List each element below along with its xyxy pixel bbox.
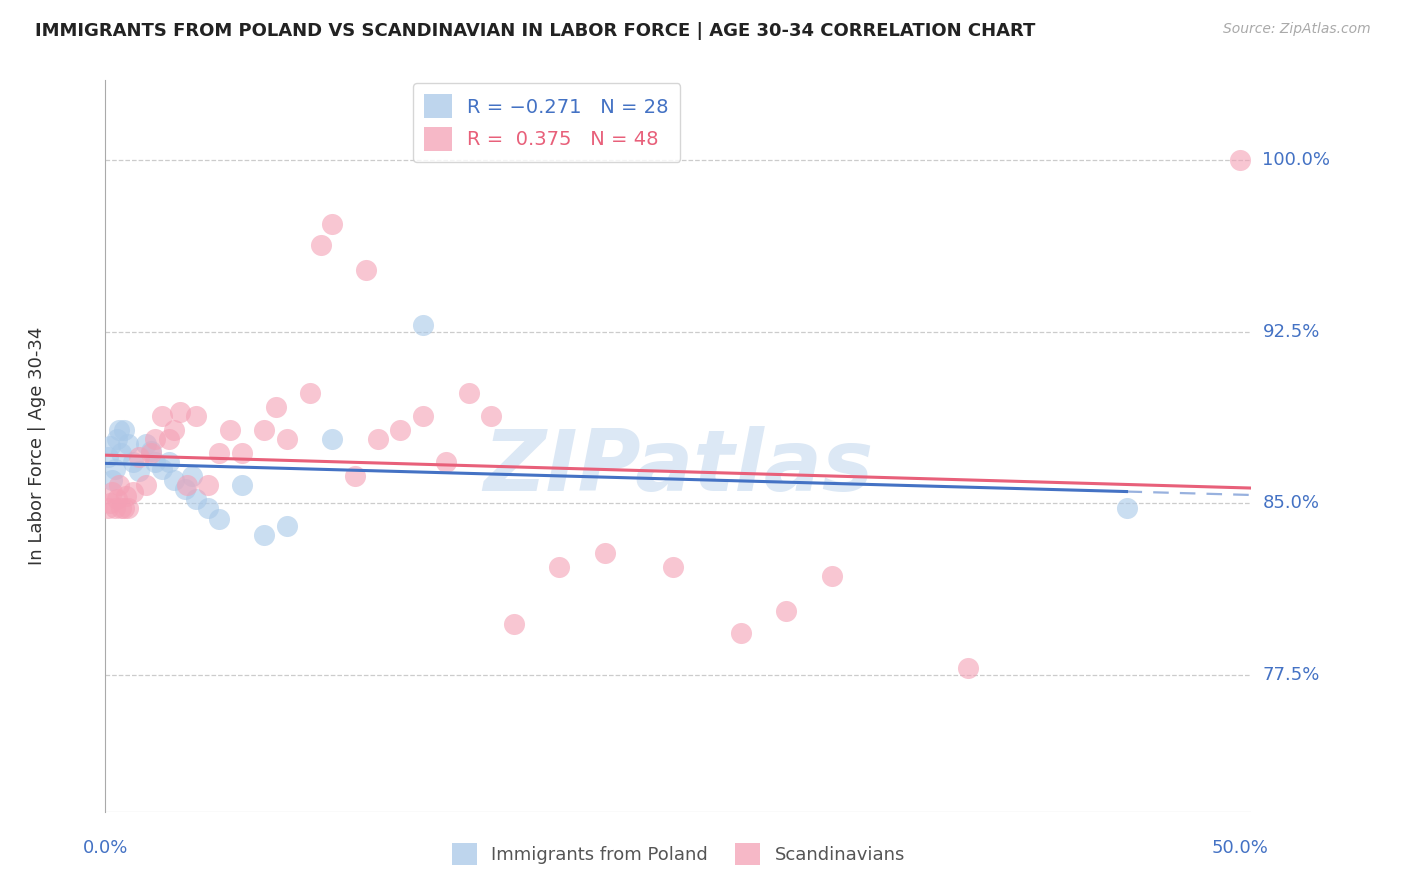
Point	[548, 560, 571, 574]
Text: 0.0%: 0.0%	[83, 839, 128, 857]
Point	[253, 423, 276, 437]
Point	[661, 560, 683, 574]
Text: 85.0%: 85.0%	[1263, 494, 1319, 512]
Point	[208, 446, 231, 460]
Point	[412, 318, 434, 332]
Point	[412, 409, 434, 424]
Point	[219, 423, 242, 437]
Point	[176, 478, 198, 492]
Point	[197, 478, 219, 492]
Point	[108, 478, 131, 492]
Point	[231, 446, 253, 460]
Point	[105, 432, 128, 446]
Point	[367, 432, 389, 446]
Point	[344, 468, 367, 483]
Point	[253, 528, 276, 542]
Point	[321, 432, 343, 446]
Point	[775, 603, 797, 617]
Point	[110, 500, 132, 515]
Point	[820, 569, 842, 583]
Text: In Labor Force | Age 30-34: In Labor Force | Age 30-34	[28, 326, 46, 566]
Point	[309, 238, 332, 252]
Text: 50.0%: 50.0%	[1212, 839, 1268, 857]
Point	[150, 462, 173, 476]
Point	[298, 386, 321, 401]
Point	[108, 423, 131, 437]
Point	[1229, 153, 1251, 168]
Point	[208, 512, 231, 526]
Point	[389, 423, 412, 437]
Text: 100.0%: 100.0%	[1263, 152, 1330, 169]
Point	[321, 217, 343, 231]
Point	[276, 519, 298, 533]
Point	[356, 263, 378, 277]
Legend: Immigrants from Poland, Scandinavians: Immigrants from Poland, Scandinavians	[444, 836, 912, 872]
Point	[121, 455, 143, 469]
Point	[117, 500, 139, 515]
Point	[593, 546, 616, 560]
Point	[276, 432, 298, 446]
Point	[173, 483, 195, 497]
Point	[502, 617, 524, 632]
Point	[956, 661, 979, 675]
Point	[157, 455, 180, 469]
Point	[98, 439, 121, 453]
Point	[135, 478, 157, 492]
Point	[197, 500, 219, 515]
Point	[103, 462, 125, 476]
Point	[112, 500, 135, 515]
Point	[101, 473, 124, 487]
Point	[105, 491, 128, 506]
Point	[112, 423, 135, 437]
Point	[128, 464, 150, 478]
Point	[162, 423, 184, 437]
Point	[186, 409, 208, 424]
Point	[139, 446, 162, 460]
Point	[457, 386, 479, 401]
Point	[162, 473, 184, 487]
Point	[264, 400, 287, 414]
Point	[101, 484, 124, 499]
Point	[139, 443, 162, 458]
Text: 92.5%: 92.5%	[1263, 323, 1320, 341]
Point	[150, 409, 173, 424]
Point	[730, 626, 752, 640]
Point	[115, 489, 138, 503]
Point	[110, 446, 132, 460]
Point	[479, 409, 502, 424]
Point	[186, 491, 208, 506]
Point	[97, 450, 120, 465]
Point	[97, 500, 120, 515]
Text: ZIPatlas: ZIPatlas	[484, 426, 873, 509]
Text: IMMIGRANTS FROM POLAND VS SCANDINAVIAN IN LABOR FORCE | AGE 30-34 CORRELATION CH: IMMIGRANTS FROM POLAND VS SCANDINAVIAN I…	[35, 22, 1036, 40]
Point	[169, 405, 191, 419]
Point	[135, 436, 157, 450]
Point	[117, 436, 139, 450]
Point	[145, 432, 167, 446]
Point	[128, 450, 150, 465]
Text: Source: ZipAtlas.com: Source: ZipAtlas.com	[1223, 22, 1371, 37]
Point	[180, 468, 202, 483]
Point	[121, 484, 143, 499]
Point	[98, 496, 121, 510]
Point	[103, 500, 125, 515]
Point	[157, 432, 180, 446]
Text: 77.5%: 77.5%	[1263, 665, 1320, 683]
Point	[434, 455, 457, 469]
Point	[1115, 500, 1137, 515]
Point	[145, 455, 167, 469]
Point	[231, 478, 253, 492]
